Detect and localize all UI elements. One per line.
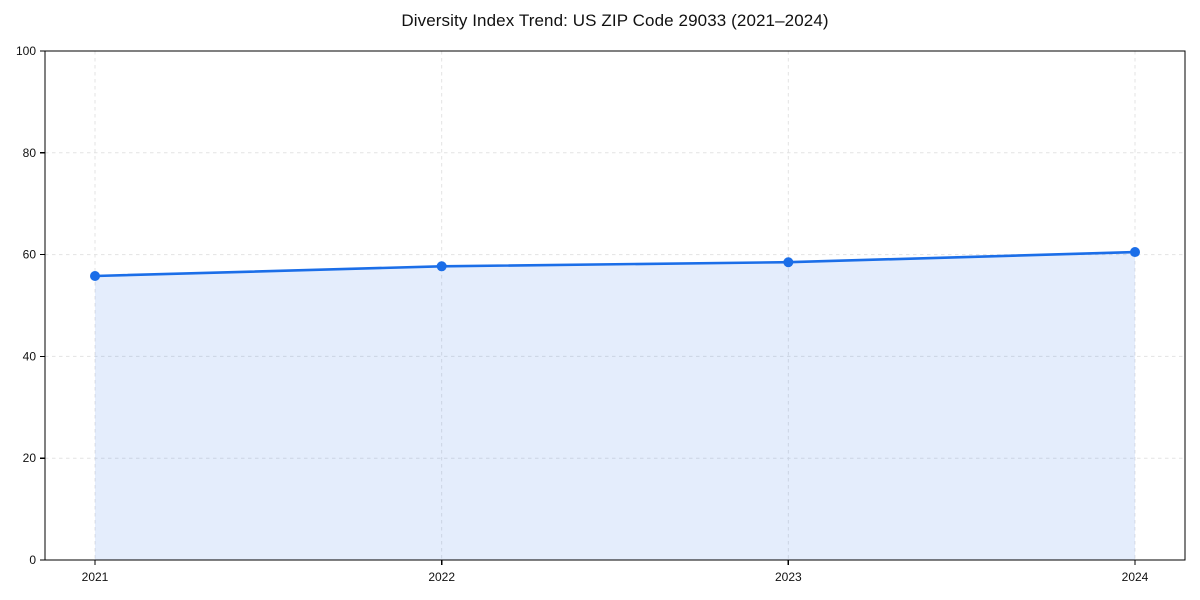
data-point-2022 — [436, 261, 447, 272]
area-fill — [95, 252, 1135, 560]
y-tick-label: 60 — [23, 248, 37, 262]
plot-border — [44, 50, 1186, 561]
trend-line — [93, 250, 1137, 278]
data-point-2023 — [783, 257, 794, 268]
y-tick-label: 80 — [23, 146, 37, 160]
x-tick-label: 2022 — [428, 570, 455, 584]
x-tick-label: 2023 — [775, 570, 802, 584]
y-tick-label: 100 — [16, 44, 36, 58]
data-point-2024 — [1130, 247, 1140, 258]
y-tick-label: 0 — [29, 553, 36, 567]
x-tick-label: 2021 — [82, 570, 109, 584]
data-point-2021 — [90, 270, 100, 281]
y-tick-label: 40 — [23, 349, 37, 363]
chart-title: Diversity Index Trend: US ZIP Code 29033… — [401, 11, 829, 30]
y-tick-label: 20 — [23, 451, 37, 465]
x-tick-label: 2024 — [1122, 570, 1149, 584]
